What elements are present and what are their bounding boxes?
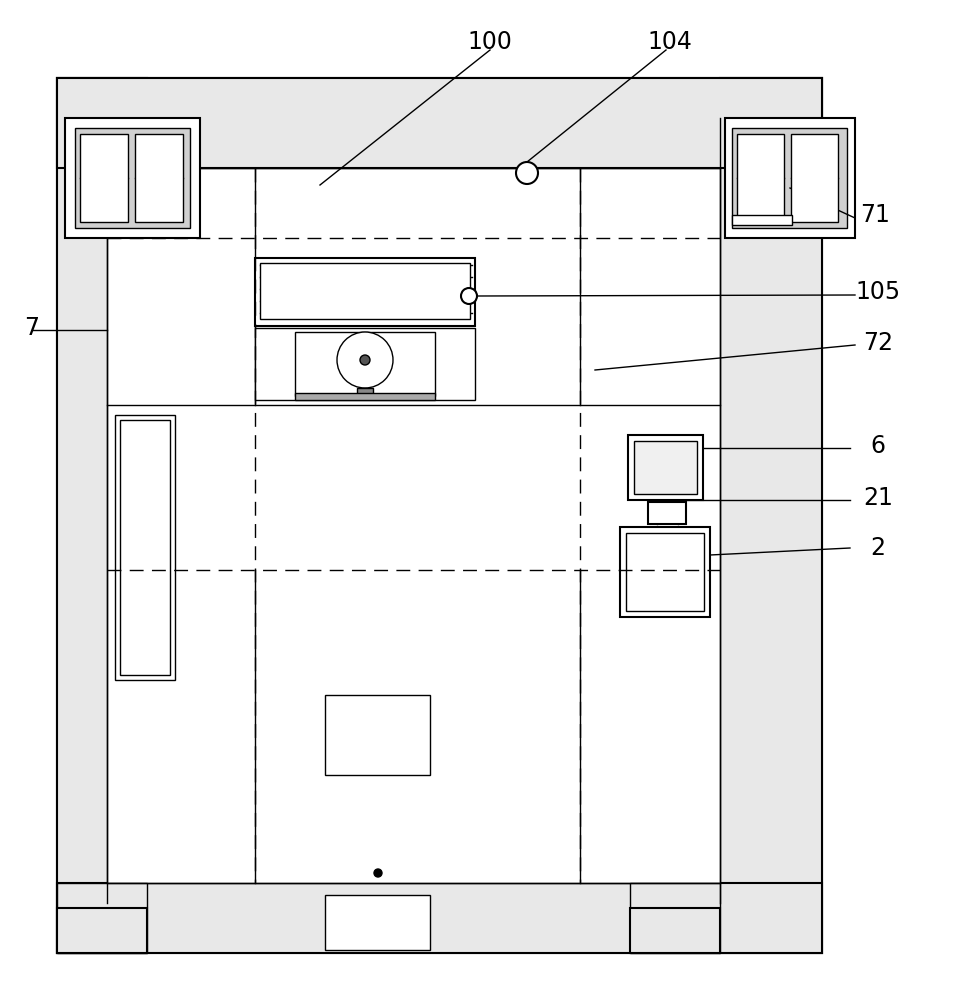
Bar (325, 895, 430, 950)
Bar (115, 415, 175, 680)
Text: 100: 100 (468, 30, 513, 54)
Circle shape (461, 288, 477, 304)
Bar (325, 695, 430, 775)
Bar (75, 128, 190, 228)
Text: 2: 2 (871, 536, 885, 560)
Bar (57, 78, 822, 953)
Bar (630, 908, 720, 953)
Text: 6: 6 (871, 434, 885, 458)
Bar (57, 883, 147, 953)
Bar (634, 441, 697, 494)
Bar (255, 258, 475, 326)
Text: 72: 72 (863, 331, 893, 355)
Circle shape (374, 869, 382, 877)
Bar (65, 118, 200, 238)
Bar (357, 388, 373, 398)
Bar (57, 78, 147, 953)
Bar (295, 393, 435, 400)
Bar (737, 134, 784, 222)
Bar (107, 118, 772, 903)
Bar (626, 533, 704, 611)
Text: 104: 104 (648, 30, 692, 54)
Bar (791, 134, 838, 222)
Bar (57, 883, 822, 953)
Bar (630, 883, 720, 953)
Circle shape (516, 162, 538, 184)
Text: 105: 105 (855, 280, 900, 304)
Bar (732, 215, 792, 225)
Bar (260, 263, 470, 319)
Bar (732, 128, 847, 228)
Bar (648, 502, 686, 524)
Bar (120, 420, 170, 675)
Bar (80, 134, 128, 222)
Text: 21: 21 (863, 486, 893, 510)
Bar (57, 78, 822, 168)
Bar (295, 332, 435, 396)
Bar (620, 527, 710, 617)
Bar (628, 435, 703, 500)
Text: 7: 7 (25, 316, 39, 340)
Bar (57, 908, 147, 953)
Bar (135, 134, 183, 222)
Circle shape (360, 355, 370, 365)
Bar (255, 328, 475, 400)
Circle shape (337, 332, 393, 388)
Text: 71: 71 (860, 203, 890, 227)
Bar (720, 78, 822, 953)
Bar (725, 118, 855, 238)
Bar (107, 168, 720, 883)
